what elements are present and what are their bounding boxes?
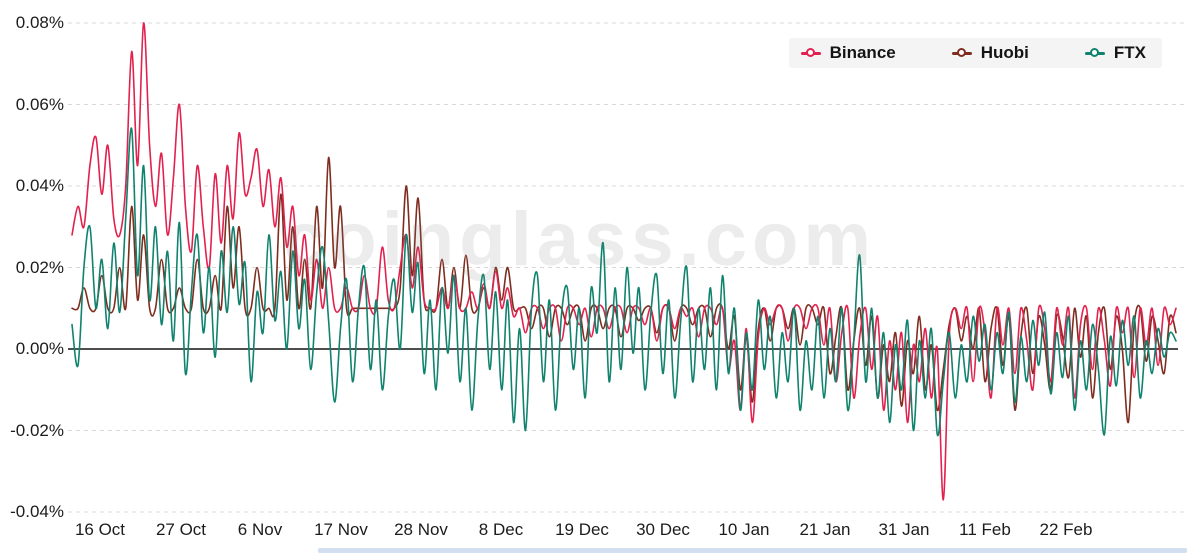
series-line-huobi bbox=[71, 156, 1177, 424]
x-tick-label: 31 Jan bbox=[878, 520, 930, 539]
y-tick-label: 0.08% bbox=[15, 13, 64, 32]
legend-item-ftx[interactable]: FTX bbox=[1084, 43, 1146, 63]
y-tick-label: 0.06% bbox=[15, 94, 64, 114]
y-tick-label: 0.04% bbox=[15, 176, 64, 195]
legend-label: Binance bbox=[829, 43, 896, 62]
legend-item-huobi[interactable]: Huobi bbox=[951, 43, 1029, 63]
series-line-ftx bbox=[71, 127, 1177, 437]
legend-label: FTX bbox=[1113, 43, 1146, 62]
y-tick-label: -0.02% bbox=[10, 420, 64, 440]
series-line-binance bbox=[71, 22, 1177, 501]
x-tick-label: 22 Feb bbox=[1039, 520, 1093, 539]
x-tick-label: 8 Dec bbox=[478, 520, 524, 539]
x-tick-label: 30 Dec bbox=[636, 520, 690, 539]
x-tick-label: 10 Jan bbox=[718, 520, 770, 539]
x-tick-label: 6 Nov bbox=[237, 520, 283, 539]
legend-line-dot-icon bbox=[800, 48, 821, 57]
x-tick-label: 11 Feb bbox=[959, 520, 1011, 539]
x-tick-label: 16 Oct bbox=[74, 520, 126, 539]
x-tick-label: 17 Nov bbox=[314, 520, 368, 539]
legend-label: Huobi bbox=[980, 43, 1029, 62]
legend-line-dot-icon bbox=[1084, 48, 1105, 57]
y-tick-label: 0.00% bbox=[15, 339, 64, 358]
bottom-scrollbar[interactable] bbox=[318, 548, 1187, 553]
legend: Binance Huobi FTX bbox=[788, 38, 1162, 68]
x-tick-label: 27 Oct bbox=[155, 520, 207, 539]
watermark: coinglass.com bbox=[283, 197, 876, 282]
x-tick-label: 21 Jan bbox=[799, 520, 851, 539]
y-tick-label: -0.04% bbox=[10, 502, 64, 521]
y-tick-label: 0.02% bbox=[15, 257, 64, 277]
legend-line-dot-icon bbox=[951, 48, 972, 57]
x-tick-label: 28 Nov bbox=[394, 520, 448, 539]
x-tick-label: 19 Dec bbox=[555, 520, 609, 539]
legend-item-binance[interactable]: Binance bbox=[800, 43, 896, 63]
